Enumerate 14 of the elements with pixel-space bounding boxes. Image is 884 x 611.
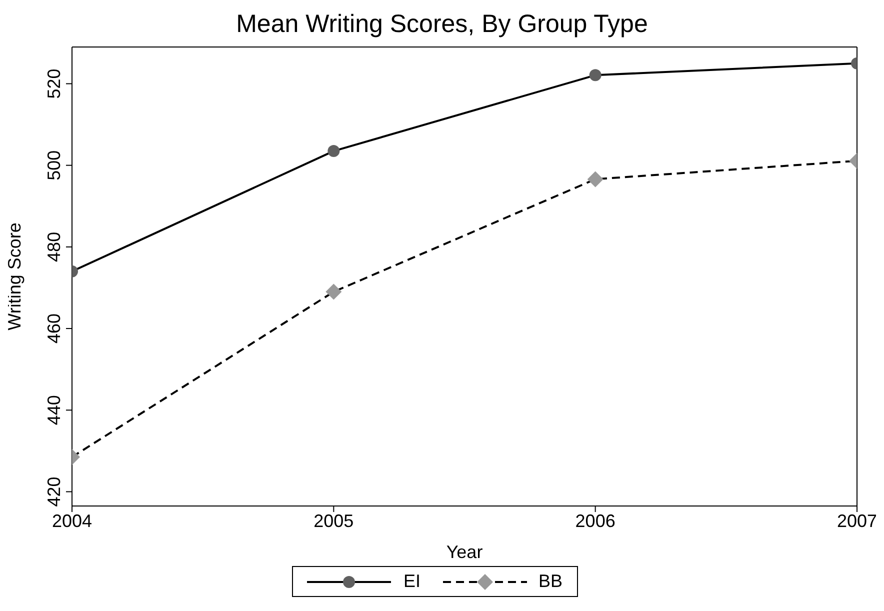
x-tick-label: 2007 (836, 510, 878, 531)
legend-label: BB (538, 571, 563, 592)
y-tick-label: 460 (44, 313, 64, 344)
y-tick-label: 480 (44, 232, 64, 262)
chart-title: Mean Writing Scores, By Group Type (235, 9, 649, 40)
x-axis-title: Year (446, 542, 483, 562)
x-tick-label: 2006 (575, 510, 616, 531)
y-tick-label: 440 (44, 395, 64, 426)
y-tick-label: 420 (44, 476, 64, 507)
y-tick-label: 500 (44, 150, 64, 180)
x-tick-label: 2005 (314, 510, 354, 531)
x-tick-label: 2004 (52, 510, 92, 531)
legend-label: EI (403, 571, 420, 592)
y-tick-label: 520 (44, 68, 64, 99)
